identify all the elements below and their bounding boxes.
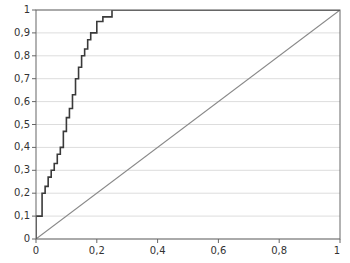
tick-mark [157,239,158,243]
tick-label: 0,8 [271,245,287,256]
tick-label: 0,3 [14,164,30,175]
tick-label: 1 [334,245,340,256]
tick-label: 0,9 [14,27,30,38]
tick-label: 0,2 [14,187,30,198]
plot-area [36,10,340,239]
tick-mark [36,239,37,243]
tick-mark [32,170,36,171]
tick-mark [32,193,36,194]
tick-label: 0,7 [14,73,30,84]
tick-label: 0,1 [14,210,30,221]
grid-line [36,216,340,217]
tick-label: 0,4 [150,245,166,256]
chart: 0 0,1 0,2 0,3 0,4 0,5 0,6 0,7 0,8 0,9 1 0 0,2 0,4 0,6 0… [0,0,350,263]
tick-label: 0,4 [14,141,30,152]
grid-line [36,147,340,148]
grid [36,10,340,239]
tick-label: 1 [24,4,30,15]
tick-mark [32,216,36,217]
tick-label: 0 [33,245,39,256]
tick-mark [32,239,36,240]
grid-line [36,78,340,79]
tick-mark [32,55,36,56]
tick-label: 0,5 [14,119,30,130]
tick-mark [32,101,36,102]
tick-mark [32,10,36,11]
grid-line [36,101,340,102]
tick-mark [32,147,36,148]
tick-label: 0,2 [89,245,105,256]
axes: 0 0,1 0,2 0,3 0,4 0,5 0,6 0,7 0,8 0,9 1 0 0,2 0,4 0,6 0… [14,4,340,256]
series-line [36,10,340,239]
grid-line [36,193,340,194]
tick-label: 0 [24,233,30,244]
tick-mark [32,78,36,79]
background [0,0,350,263]
tick-mark [32,124,36,125]
tick-mark [340,239,341,243]
plot-frame [36,10,340,239]
tick-label: 0,8 [14,50,30,61]
tick-mark [279,239,280,243]
tick-mark [96,239,97,243]
grid-line [36,32,340,33]
tick-label: 0,6 [14,96,30,107]
tick-mark [218,239,219,243]
grid-line [36,170,340,171]
tick-label: 0,6 [210,245,226,256]
tick-mark [32,32,36,33]
series-line [36,10,340,239]
